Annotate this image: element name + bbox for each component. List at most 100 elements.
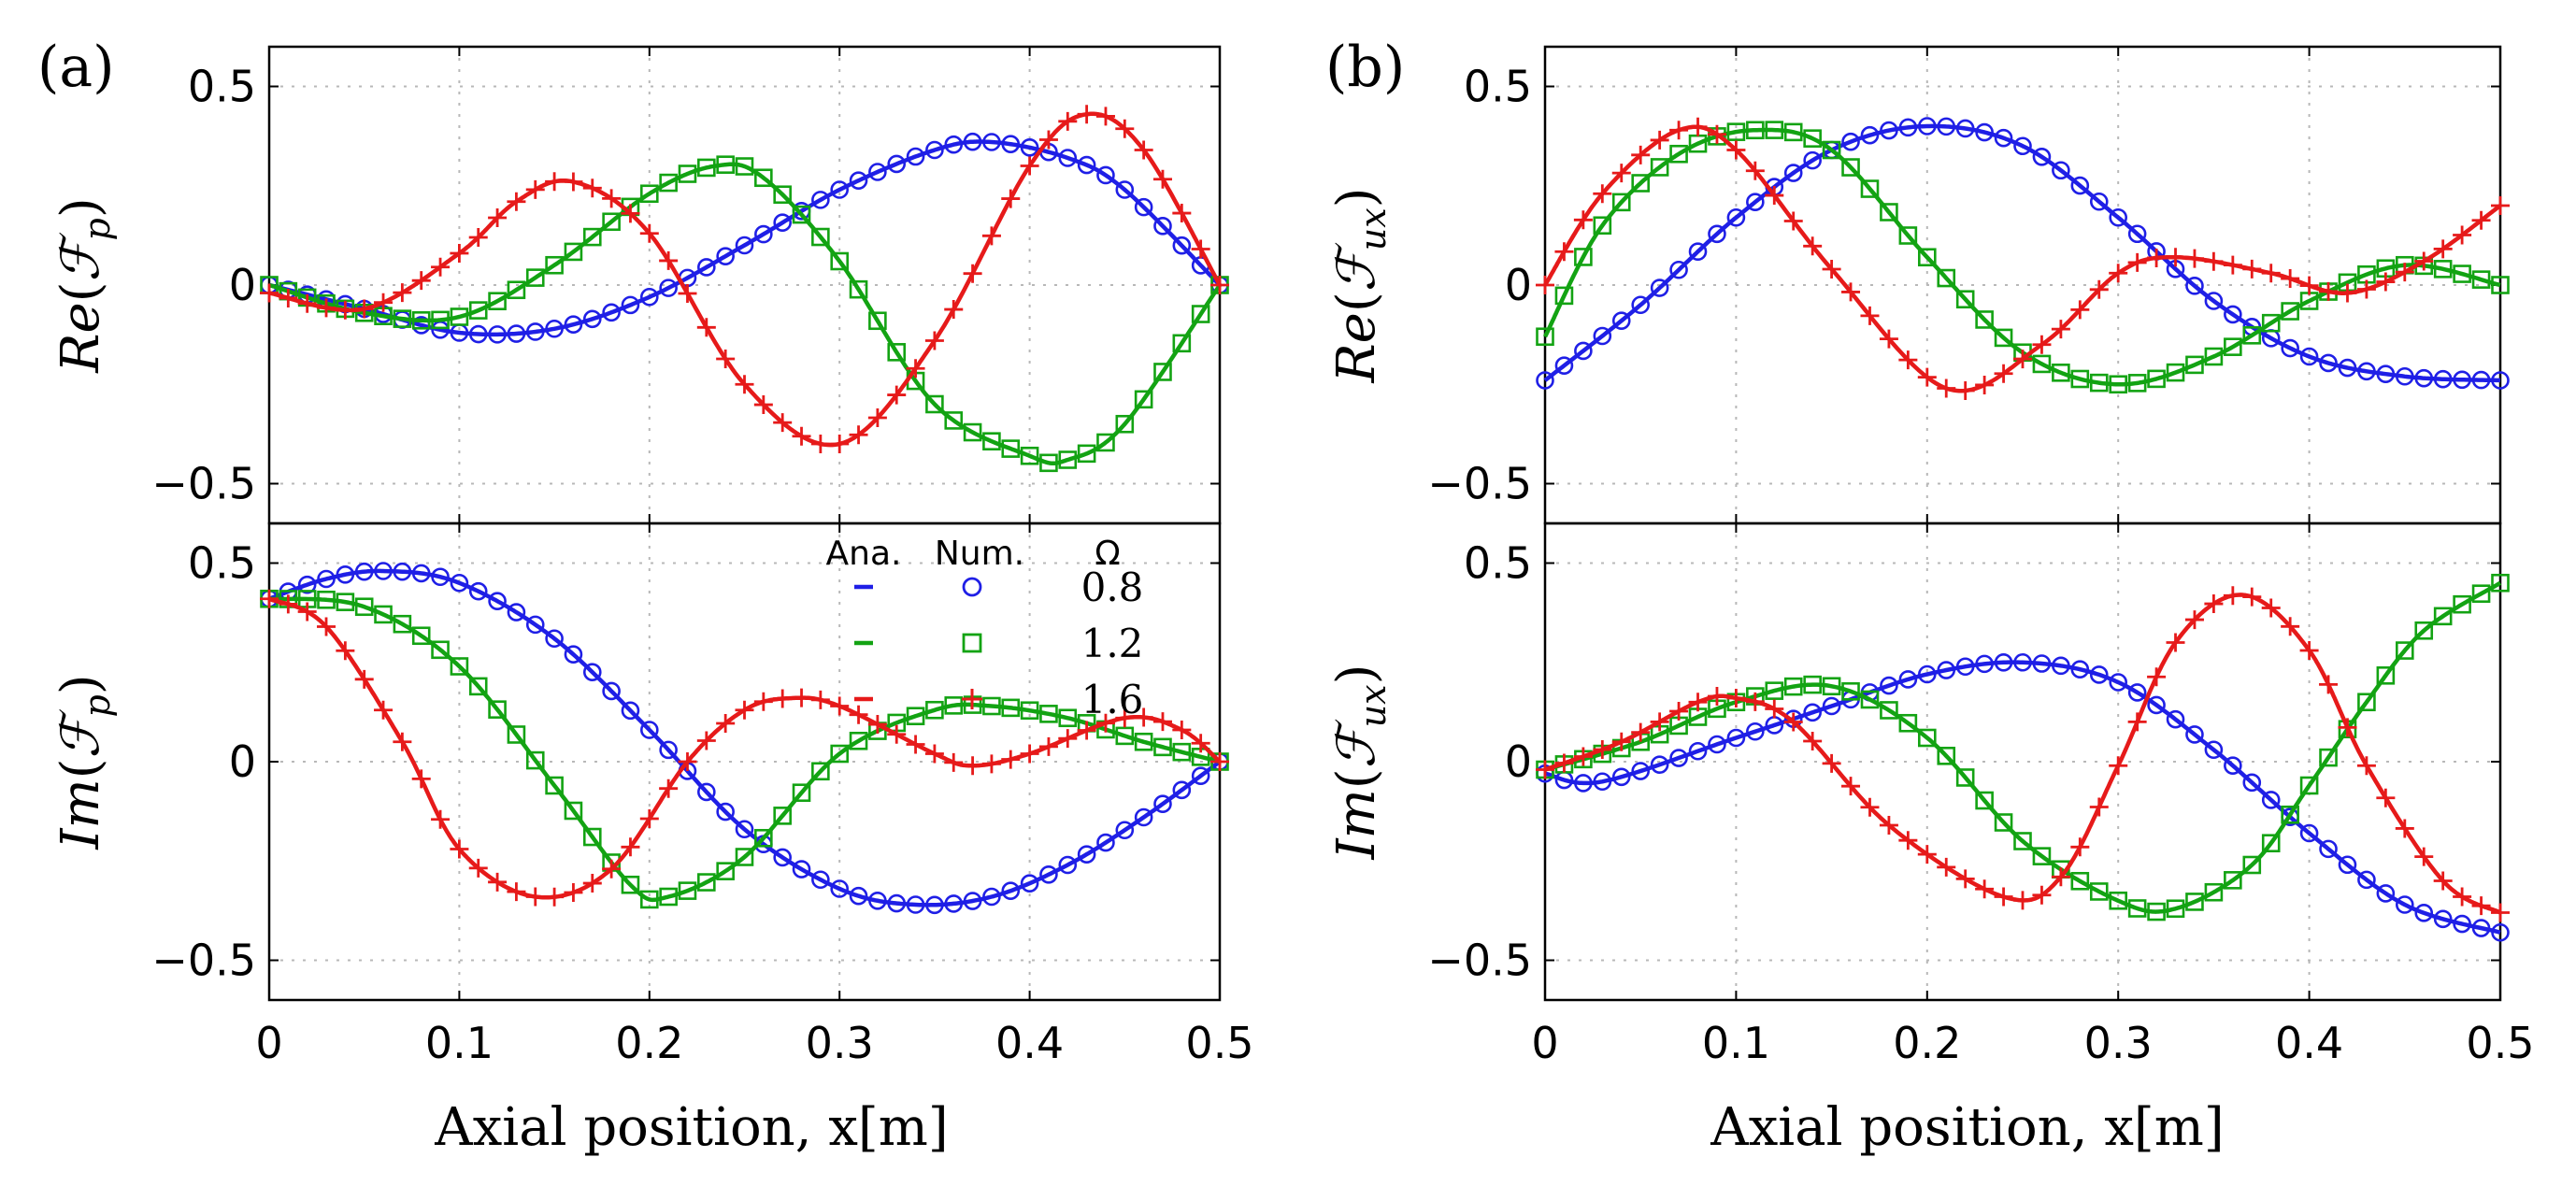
series-point-1-6 [906, 359, 925, 379]
series-point-1-2 [1172, 742, 1192, 762]
series-point-1-6 [2453, 887, 2472, 907]
series-point-1-6 [1001, 750, 1021, 769]
series-point-1-6 [773, 413, 793, 433]
legend-header-omega: Ω [1095, 535, 1121, 573]
series-point-1-6 [1669, 121, 1689, 140]
series-point-1-6 [317, 617, 336, 636]
series-point-1-6 [1172, 721, 1192, 739]
series-point-1-6 [696, 318, 716, 337]
series-point-0-8 [2396, 366, 2414, 386]
series-point-1-2 [2032, 354, 2052, 374]
series-point-1-2 [488, 700, 507, 719]
series-point-0-8 [1803, 703, 1822, 722]
series-point-1-2 [1822, 140, 1841, 160]
series-point-0-8 [982, 133, 1001, 151]
series-point-1-6 [1707, 124, 1726, 144]
series-point-1-6 [963, 756, 982, 776]
series-point-1-2 [944, 411, 964, 430]
series-point-1-2 [2127, 374, 2147, 393]
series-point-1-6 [2223, 255, 2242, 275]
series-point-1-2 [374, 605, 393, 624]
series-point-0-8 [525, 322, 545, 341]
series-point-1-6 [1994, 364, 2013, 383]
series-point-1-6 [2356, 279, 2376, 299]
series-point-1-6 [924, 744, 944, 764]
series-line-1-2 [1542, 127, 2501, 387]
legend-marker-circle [962, 577, 982, 597]
series-point-0-8 [811, 191, 830, 209]
series-point-1-6 [354, 299, 374, 319]
series-point-0-8 [468, 324, 488, 344]
series-point-1-6 [2013, 891, 2032, 910]
series-point-1-2 [1975, 310, 1994, 329]
series-point-1-6 [1783, 211, 1803, 231]
series-point-1-2 [2089, 882, 2109, 901]
series-point-1-2 [450, 657, 469, 676]
series-point-1-2 [2433, 607, 2453, 626]
series-point-0-8 [2357, 362, 2376, 381]
series-point-1-6 [1937, 379, 1956, 398]
series-point-0-8 [1783, 164, 1803, 182]
series-point-1-6 [1650, 130, 1669, 150]
series-point-1-6 [1554, 753, 1574, 773]
series-point-1-6 [887, 724, 907, 744]
series-point-1-6 [735, 375, 754, 394]
series-point-1-2 [2089, 373, 2109, 393]
series-point-1-6 [468, 858, 488, 878]
series-point-1-2 [2224, 337, 2242, 356]
series-point-1-6 [716, 714, 736, 734]
series-point-1-6 [1573, 747, 1593, 766]
legend-marker-square [962, 633, 982, 653]
series-point-1-6 [792, 688, 811, 707]
series-point-1-2 [1726, 122, 1746, 141]
series-point-1-2 [2166, 899, 2185, 919]
series-point-1-6 [2242, 259, 2262, 279]
series-point-0-8 [2204, 740, 2224, 760]
series-point-1-2 [1898, 226, 1918, 245]
series-point-1-2 [1994, 328, 2013, 348]
series-point-1-6 [2319, 675, 2339, 694]
series-point-1-2 [2453, 264, 2471, 283]
series-point-1-6 [1860, 797, 1880, 817]
series-point-0-8 [2453, 370, 2471, 390]
series-point-1-6 [621, 837, 640, 857]
panel-tag-b: (b) [1325, 35, 1405, 100]
series-point-1-2 [2376, 666, 2396, 685]
series-point-0-8 [2338, 855, 2357, 875]
series-point-1-2 [697, 158, 716, 178]
series-point-0-8 [906, 895, 925, 914]
series-point-1-6 [1783, 712, 1803, 732]
panel-b-top: −0.5 0 0.5 Re(ℱux) [1326, 45, 2510, 525]
series-point-1-6 [2204, 251, 2224, 271]
series-point-0-8 [1650, 755, 1669, 774]
series-point-1-6 [1554, 242, 1574, 262]
y-tick-label: 0 [229, 736, 256, 787]
x-tick-label: 0.3 [806, 1018, 874, 1068]
series-point-0-8 [545, 319, 564, 338]
series-point-1-2 [1955, 290, 1975, 309]
y-tick-label: 0.5 [1464, 538, 1532, 589]
series-point-0-8 [2376, 884, 2396, 903]
series-point-0-8 [525, 615, 545, 635]
series-point-1-6 [279, 288, 298, 307]
series-point-1-2 [1611, 193, 1631, 212]
series-point-1-2 [468, 677, 488, 696]
series-point-0-8 [659, 279, 678, 297]
series-point-0-8 [1975, 122, 1994, 142]
series-point-1-6 [2032, 335, 2052, 354]
series-point-0-8 [2070, 660, 2090, 679]
series-point-0-8 [868, 891, 887, 910]
y-axis-label: Im(ℱp) [50, 674, 118, 850]
series-point-1-2 [2281, 302, 2299, 321]
series-point-1-2 [1880, 701, 1898, 720]
series-point-0-8 [2224, 756, 2242, 776]
series-point-1-2 [582, 827, 602, 847]
series-point-0-8 [2453, 914, 2471, 934]
series-point-1-6 [450, 839, 469, 859]
series-point-1-2 [2166, 363, 2185, 382]
series-point-1-2 [1803, 129, 1822, 148]
series-point-0-8 [849, 171, 868, 190]
series-point-1-6 [2338, 283, 2357, 303]
series-point-0-8 [2414, 904, 2434, 922]
series-point-1-2 [659, 887, 678, 907]
